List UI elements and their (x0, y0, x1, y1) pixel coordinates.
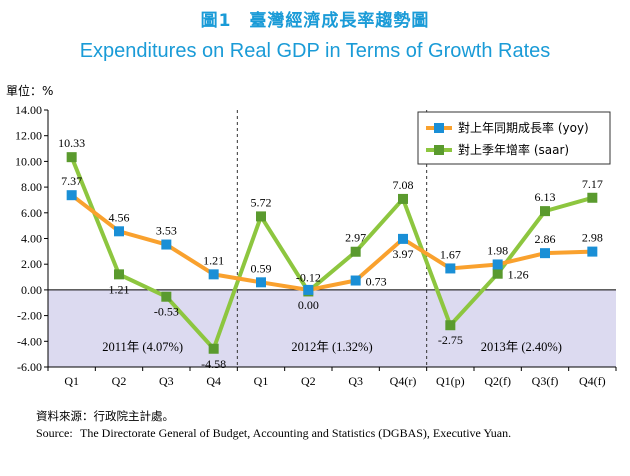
saar-data-label: 1.21 (109, 282, 130, 296)
legend-box (417, 111, 611, 165)
yoy-data-label: 0.00 (298, 298, 319, 312)
saar-point (587, 192, 598, 203)
x-tick-label: Q1 (64, 374, 79, 388)
y-tick-label: -6.00 (17, 360, 42, 374)
x-tick-label: Q4(f) (579, 374, 606, 388)
x-tick-label: Q3 (348, 374, 363, 388)
y-tick-label: -4.00 (17, 334, 42, 348)
x-tick-label: Q4(r) (390, 374, 417, 388)
yoy-point (398, 233, 408, 244)
yoy-point (114, 226, 124, 237)
chart-title-en: Expenditures on Real GDP in Terms of Gro… (79, 40, 551, 62)
period-label: 2012年 (1.32%) (291, 340, 372, 354)
saar-point (208, 343, 219, 354)
yoy-point (66, 190, 77, 201)
legend-yoy-marker (434, 123, 444, 133)
x-tick-label: Q3 (159, 374, 174, 388)
y-tick-label: 10.00 (15, 154, 42, 168)
saar-data-label: 10.33 (58, 136, 85, 150)
period-label: 2013年 (2.40%) (481, 340, 562, 354)
legend-saar-label: 對上季年增率 (saar) (458, 142, 569, 157)
yoy-data-label: 2.98 (582, 231, 603, 245)
saar-point (66, 152, 77, 163)
x-tick-label: Q2 (301, 374, 316, 388)
saar-data-label: 6.13 (535, 190, 556, 204)
y-tick-label: 14.00 (15, 103, 42, 117)
yoy-point (492, 259, 503, 270)
yoy-point (350, 275, 361, 286)
source-note: 資料來源：行政院主計處。 Source: The Directorate Gene… (36, 408, 626, 442)
saar-point (445, 320, 456, 331)
source-en-label: Source: (36, 426, 73, 440)
yoy-data-label: 1.98 (487, 243, 508, 257)
y-tick-label: 4.00 (21, 232, 42, 246)
yoy-point (303, 284, 314, 295)
x-tick-label: Q2(f) (484, 374, 511, 388)
yoy-point (445, 263, 456, 274)
x-tick-label: Q3(f) (532, 374, 559, 388)
yoy-series-line (69, 193, 595, 292)
yoy-data-label: 1.67 (440, 247, 461, 261)
x-tick-label: Q4 (206, 374, 221, 388)
chart-title-zh: 圖1 臺灣經濟成長率趨勢圖 (200, 11, 430, 31)
saar-point (492, 268, 503, 279)
saar-point (114, 269, 124, 280)
saar-data-label: 2.97 (345, 231, 366, 245)
saar-data-label: -4.58 (201, 357, 226, 371)
saar-point (540, 206, 550, 217)
x-tick-label: Q2 (112, 374, 127, 388)
yoy-point (256, 277, 266, 288)
y-tick-label: 8.00 (21, 180, 42, 194)
yoy-data-label: 1.21 (203, 253, 224, 267)
saar-data-label: -2.75 (438, 333, 463, 347)
saar-point (161, 291, 172, 302)
yoy-data-label: 4.56 (109, 210, 130, 224)
saar-point (256, 211, 266, 222)
x-tick-label: Q1(p) (436, 374, 465, 388)
yoy-data-label: 7.37 (61, 174, 82, 188)
source-en: Source: The Directorate General of Budget… (36, 425, 626, 442)
source-en-text: The Directorate General of Budget, Accou… (80, 426, 512, 440)
saar-data-label: 7.08 (393, 178, 414, 192)
source-zh: 資料來源：行政院主計處。 (36, 409, 174, 423)
yoy-data-label: 3.53 (156, 224, 177, 238)
y-tick-label: 0.00 (21, 283, 42, 297)
yoy-data-label: 2.86 (535, 232, 556, 246)
y-tick-label: 12.00 (15, 129, 42, 143)
saar-data-label: 7.17 (582, 177, 603, 191)
legend-saar-marker (434, 145, 444, 155)
period-label: 2011年 (4.07%) (102, 340, 183, 354)
saar-data-label: -0.12 (296, 270, 321, 284)
y-tick-label: -2.00 (17, 309, 42, 323)
saar-data-label: -0.53 (154, 305, 179, 319)
yoy-point (540, 248, 550, 259)
saar-point (398, 193, 408, 204)
y-tick-label: 6.00 (21, 206, 42, 220)
saar-data-label: 5.72 (251, 195, 272, 209)
negative-region (48, 289, 616, 367)
unit-label: 單位：% (6, 84, 54, 98)
saar-point (350, 246, 361, 257)
yoy-data-label: 3.97 (393, 247, 414, 261)
x-tick-label: Q1 (254, 374, 269, 388)
y-tick-label: 2.00 (21, 257, 42, 271)
yoy-point (208, 269, 219, 280)
yoy-data-label: 0.59 (251, 261, 272, 275)
growth-rate-chart: 14.00 12.00 10.00 8.00 6.00 4.00 2.00 0.00 -2.00… (15, 103, 617, 388)
yoy-data-label: 0.73 (366, 275, 387, 289)
legend-yoy-label: 對上年同期成長率 (yoy) (458, 120, 589, 135)
yoy-point (587, 246, 598, 257)
yoy-point (161, 239, 172, 250)
saar-data-label: 1.26 (508, 268, 529, 282)
